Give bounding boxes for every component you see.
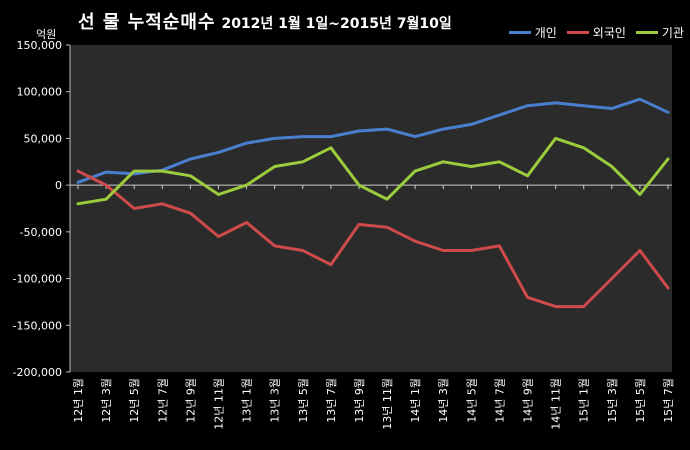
x-tick-label: 14년 9월 bbox=[522, 378, 535, 423]
x-tick-label: 12년 5월 bbox=[128, 378, 141, 423]
x-tick-label: 15년 1월 bbox=[578, 378, 591, 423]
x-tick-label: 14년 7월 bbox=[493, 378, 506, 423]
x-tick-label: 15년 7월 bbox=[662, 378, 675, 423]
x-tick-label: 12년 9월 bbox=[184, 378, 197, 423]
x-tick-label: 15년 5월 bbox=[634, 378, 647, 423]
x-tick-label: 12년 11월 bbox=[212, 378, 225, 430]
chart-title-main: 선 물 누적순매수 bbox=[78, 12, 216, 33]
series-line-2 bbox=[76, 136, 670, 206]
legend-swatch-individual bbox=[508, 31, 531, 34]
chart-legend: 개인 외국인 기관 bbox=[508, 24, 684, 41]
y-tick-label: -50,000 bbox=[20, 226, 62, 239]
legend-item-institution: 기관 bbox=[635, 24, 684, 41]
x-tick-label: 14년 11월 bbox=[550, 378, 563, 430]
y-tick-label: 100,000 bbox=[17, 86, 63, 99]
series-line-0 bbox=[76, 97, 670, 184]
legend-item-foreign: 외국인 bbox=[566, 24, 626, 41]
legend-label-individual: 개인 bbox=[534, 26, 557, 40]
y-tick-label: -200,000 bbox=[13, 366, 62, 379]
legend-label-foreign: 외국인 bbox=[592, 26, 626, 40]
x-tick-label: 12년 3월 bbox=[100, 378, 113, 423]
series-line-1 bbox=[76, 169, 670, 309]
x-tick-label: 13년 7월 bbox=[325, 378, 338, 423]
x-tick-label: 13년 3월 bbox=[269, 378, 282, 423]
y-tick-label: -150,000 bbox=[13, 319, 62, 332]
legend-item-individual: 개인 bbox=[508, 24, 557, 41]
x-tick-label: 13년 5월 bbox=[297, 378, 310, 423]
x-tick-label: 13년 1월 bbox=[241, 378, 254, 423]
x-tick-label: 14년 3월 bbox=[437, 378, 450, 423]
x-tick-label: 12년 1월 bbox=[72, 378, 85, 423]
legend-swatch-foreign bbox=[566, 31, 589, 34]
y-tick-label: -100,000 bbox=[13, 273, 62, 286]
x-tick-label: 13년 11월 bbox=[381, 378, 394, 430]
plot-area bbox=[70, 45, 672, 372]
x-tick-label: 14년 1월 bbox=[409, 378, 422, 423]
legend-label-institution: 기관 bbox=[661, 26, 684, 40]
x-tick-label: 12년 7월 bbox=[156, 378, 169, 423]
x-tick-label: 15년 3월 bbox=[606, 378, 619, 423]
x-tick-label: 13년 9월 bbox=[353, 378, 366, 423]
legend-swatch-institution bbox=[635, 31, 658, 34]
y-tick-label: 0 bbox=[55, 179, 62, 192]
chart-title: 선 물 누적순매수 2012년 1월 1일~2015년 7월10일 bbox=[78, 8, 452, 34]
x-tick-label: 14년 5월 bbox=[465, 378, 478, 423]
y-axis-unit: 억원 bbox=[36, 28, 57, 41]
chart-subtitle: 2012년 1월 1일~2015년 7월10일 bbox=[221, 16, 452, 32]
y-tick-label: 50,000 bbox=[24, 132, 63, 145]
y-tick-label: 150,000 bbox=[17, 39, 63, 52]
